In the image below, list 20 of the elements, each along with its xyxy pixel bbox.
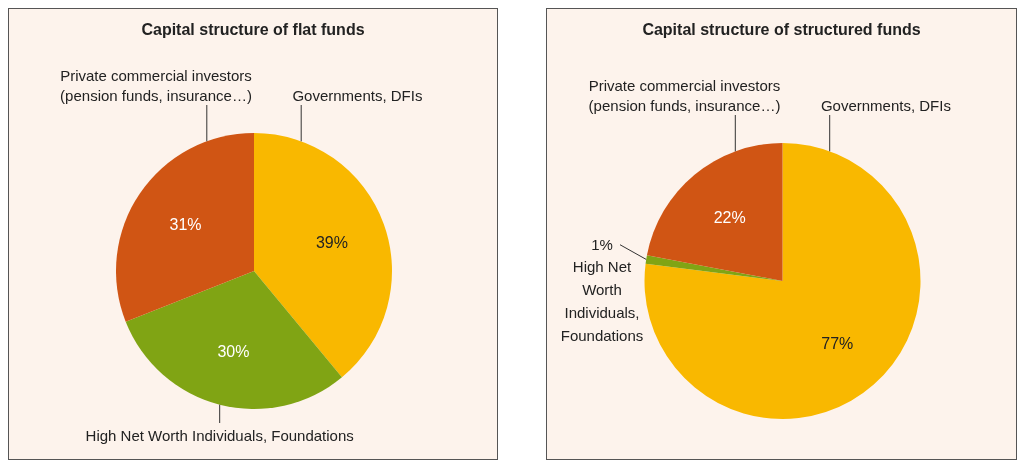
data-label: 77%: [821, 334, 854, 352]
slice-label: High Net Worth Individuals, Foundations: [85, 426, 354, 444]
pie-slice: [644, 143, 921, 419]
chart-title: Capital structure of structured funds: [641, 21, 922, 39]
data-label: 31%: [169, 215, 202, 233]
pie-slice: [254, 133, 392, 378]
data-label: 30%: [217, 342, 250, 360]
slice-label: Private commercial investors (pension funds, insurance…): [588, 76, 781, 114]
slice-label: Governments, DFIs: [820, 96, 951, 114]
pie-slice: [116, 133, 254, 322]
pie-slice: [645, 255, 783, 281]
slice-label: Governments, DFIs: [292, 86, 423, 104]
pie-slice: [125, 271, 342, 409]
slice-label: High Net Worth Individuals, Foundations: [560, 258, 644, 345]
pie-slice: [646, 143, 783, 281]
slice-label: Private commercial investors (pension funds, insurance…): [60, 66, 252, 104]
data-label: 39%: [315, 234, 348, 252]
data-label: 1%: [591, 236, 613, 254]
data-label: 22%: [713, 208, 746, 226]
chart-title: Capital structure of flat funds: [140, 21, 366, 39]
